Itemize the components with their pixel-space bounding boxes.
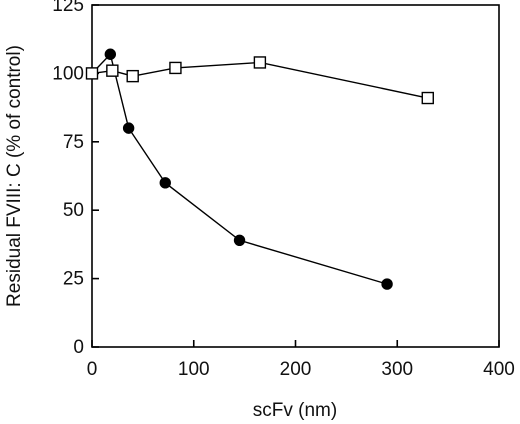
plot-frame (91, 4, 500, 348)
data-point (85, 67, 99, 80)
series-layer (85, 48, 434, 290)
x-tick-label: 400 (483, 359, 515, 380)
x-axis: 0 100 200 300 400 (87, 340, 515, 380)
x-tick-label: 300 (381, 359, 413, 380)
data-point (126, 69, 139, 83)
x-tick-label: 200 (280, 359, 312, 380)
series-2 (85, 56, 434, 105)
data-point (253, 56, 267, 69)
data-point (159, 177, 171, 189)
series-1 (86, 48, 393, 290)
data-point (106, 64, 119, 77)
x-axis-title: scFv (nm) (253, 400, 337, 421)
series-line (91, 52, 388, 285)
x-tick-label: 100 (178, 359, 210, 380)
data-point (122, 122, 135, 134)
y-tick-label: 125 (52, 0, 84, 16)
y-axis: 0 25 50 75 100 125 (52, 0, 99, 358)
data-point (169, 61, 182, 75)
data-point (233, 234, 246, 246)
y-tick-label: 0 (73, 337, 84, 358)
y-tick-label: 25 (63, 269, 84, 290)
data-point (381, 278, 393, 290)
x-tick-label: 0 (87, 359, 98, 380)
data-point (104, 48, 117, 60)
y-tick-label: 100 (52, 63, 84, 84)
plot-box (91, 4, 500, 348)
y-tick-label: 50 (63, 200, 84, 221)
data-point (421, 91, 434, 105)
y-axis-title: Residual FVIII: C (% of control) (4, 45, 25, 307)
y-tick-label: 75 (63, 132, 84, 153)
